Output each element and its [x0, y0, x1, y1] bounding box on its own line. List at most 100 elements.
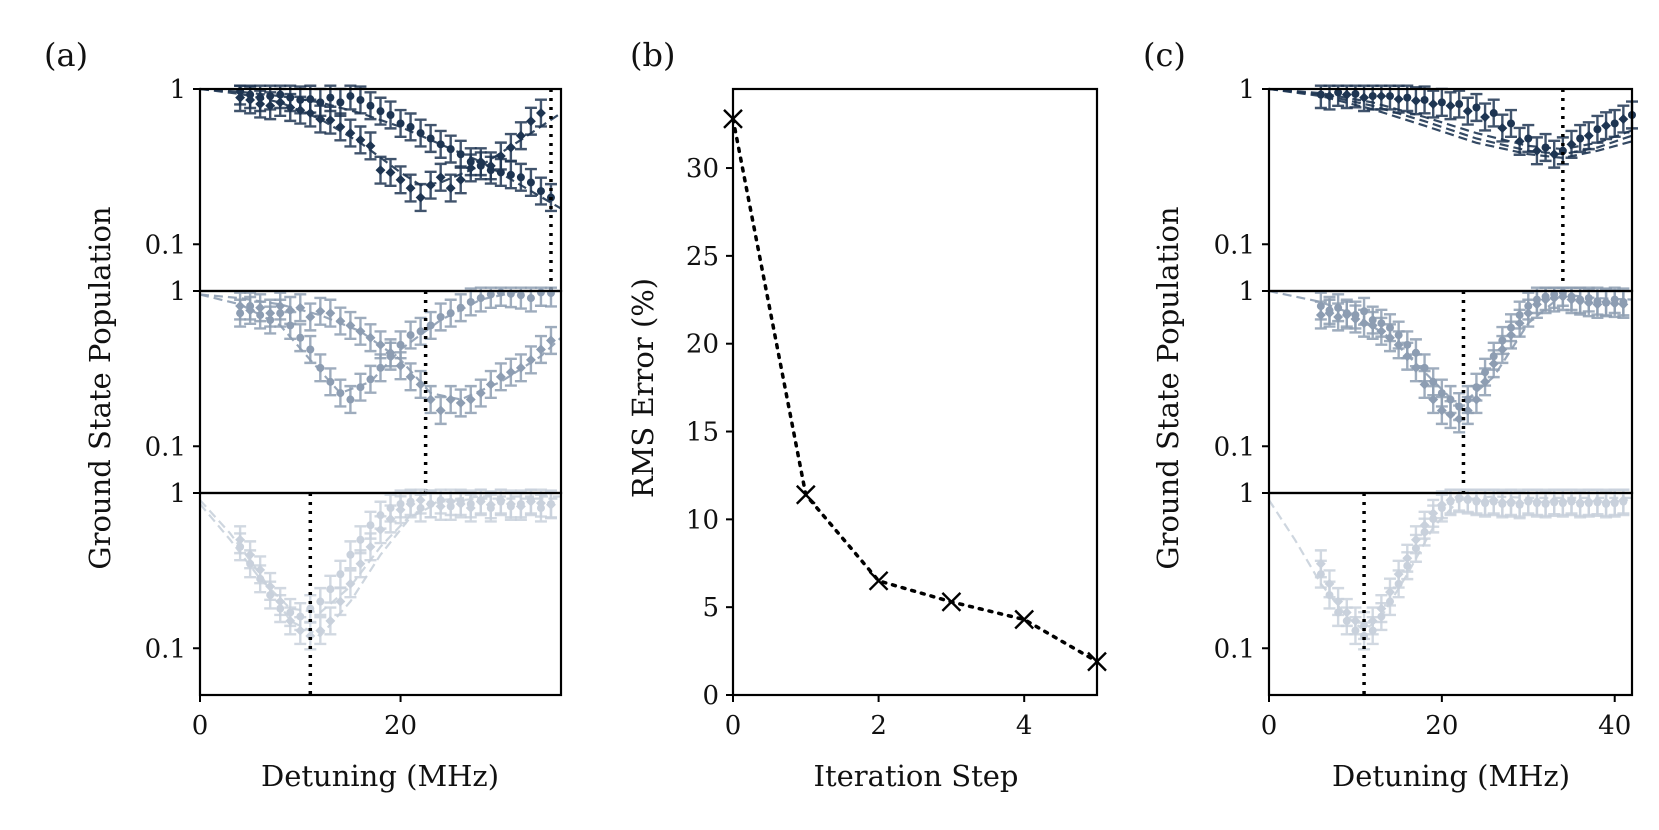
panel-a-data-point — [526, 178, 535, 187]
panel-a-data-point — [406, 331, 415, 340]
panel-c-x-tick-label: 0 — [1261, 711, 1278, 741]
panel-c-data-point — [1351, 89, 1360, 98]
panel-a-data-point — [525, 354, 536, 365]
panel-c-data-point — [1316, 90, 1325, 99]
panel-c-data-point — [1462, 405, 1473, 416]
panel-a-data-point — [325, 308, 336, 319]
panel-a-data-point — [426, 321, 435, 330]
panel-a-fit-curve — [199, 495, 561, 614]
panel-a-data-point — [336, 389, 345, 398]
panel-a-data-point — [316, 597, 325, 606]
panel-a-data-point — [415, 192, 426, 203]
panel-a-data-point — [345, 320, 356, 331]
panel-a-data-point — [376, 107, 385, 116]
panel-c-y-tick-label: 0.1 — [1214, 634, 1255, 664]
panel-c-data-point — [1420, 95, 1429, 104]
panel-a-data-point — [395, 504, 406, 515]
panel-a-data-point — [375, 524, 386, 535]
panel-a-data-point — [535, 108, 546, 119]
panel-c-data-point — [1549, 495, 1560, 506]
panel-a-data-point — [405, 499, 416, 509]
panel-c-data-point — [1410, 534, 1421, 545]
panel-a-data-point — [245, 305, 256, 316]
panel-c-subplot-3: 10.1 — [1214, 479, 1634, 697]
panel-a-ylabel: Ground State Population — [83, 206, 117, 569]
panel-a-data-point — [525, 496, 536, 507]
panel-a-xlabel: Detuning (MHz) — [261, 759, 499, 793]
panel-b-data-marker — [795, 484, 816, 505]
panel-c-data-point — [1386, 92, 1394, 101]
panel-a-data-point — [455, 174, 466, 185]
panel-c-x-tick-label: 40 — [1598, 711, 1631, 741]
panel-a-data-point — [245, 95, 256, 105]
panel-c-fit-curve — [1268, 87, 1633, 151]
panel-c-data-point — [1393, 339, 1404, 350]
panel-c-data-point — [1531, 145, 1542, 156]
panel-c-data-point — [1428, 508, 1439, 519]
panel-c-data-point — [1610, 119, 1619, 128]
panel-c-data-point — [1410, 362, 1421, 373]
panel-c-ylabel: Ground State Population — [1151, 206, 1185, 569]
panel-a-data-point — [285, 305, 296, 316]
panel-c-data-point — [1359, 620, 1370, 631]
panel-c-data-point — [1437, 98, 1446, 107]
panel-b-x-tick-label: 2 — [870, 711, 887, 741]
panel-c-data-point — [1566, 294, 1577, 305]
panel-a-data-point — [486, 290, 495, 299]
panel-c-data-point — [1557, 291, 1568, 302]
panel-a-data-point — [366, 101, 375, 110]
panel-b-ylabel: RMS Error (%) — [626, 278, 660, 498]
panel-c-data-point — [1618, 114, 1629, 125]
panel-c-data-point — [1489, 109, 1498, 118]
panel-b-x-tick-label: 4 — [1016, 711, 1033, 741]
panel-c-data-point — [1618, 495, 1629, 506]
panel-c-data-point — [1350, 314, 1361, 324]
panel-c-data-point — [1506, 330, 1516, 341]
panel-c-data-point — [1445, 495, 1456, 506]
panel-c-data-point — [1540, 497, 1551, 508]
panel-c-data-point — [1514, 318, 1525, 329]
panel-a-x-tick-label: 0 — [192, 711, 209, 741]
panel-c-data-point — [1523, 495, 1534, 506]
panel-a-data-point — [335, 596, 346, 607]
panel-c-data-point — [1488, 358, 1499, 369]
panel-a-data-point — [516, 173, 525, 182]
panel-a-data-point — [515, 362, 526, 373]
panel-c-data-point — [1592, 299, 1603, 310]
panel-a-data-point — [326, 93, 335, 102]
panel-a-plot: 10.110.110.10 20 — [145, 75, 563, 741]
panel-c-subplot-2: 10.1 — [1214, 277, 1634, 495]
panel-a-subplot-frame — [198, 289, 563, 495]
panel-a-data-point — [416, 327, 425, 336]
panel-c-data-point — [1368, 92, 1377, 101]
panel-label-c: (c) — [1143, 36, 1186, 74]
panel-c-data-point — [1531, 299, 1542, 310]
panel-c-data-point — [1410, 95, 1421, 106]
panel-a-data-point — [356, 383, 365, 392]
panel-c-data-point — [1428, 99, 1439, 109]
panel-a-data-point — [456, 150, 465, 159]
panel-a-data-point — [265, 308, 276, 319]
panel-a-data-point — [355, 558, 366, 569]
panel-a-data-point — [255, 564, 266, 575]
panel-c-data-point — [1480, 376, 1491, 387]
panel-a-data-point — [356, 95, 365, 104]
panel-c-data-point — [1436, 499, 1447, 510]
panel-b-series-line — [731, 117, 1099, 664]
panel-b-y-tick-label: 15 — [686, 418, 719, 448]
panel-a-data-point — [505, 367, 516, 378]
panel-c-data-point — [1367, 615, 1378, 626]
panel-c-data-point — [1472, 103, 1481, 112]
panel-a-data-point — [326, 377, 335, 386]
panel-c-data-point — [1576, 134, 1585, 143]
panel-c-data-point — [1376, 326, 1387, 337]
panel-a-data-point — [295, 625, 306, 636]
panel-a-data-point — [535, 498, 546, 509]
panel-a-data-point — [475, 496, 486, 507]
panel-a-y-tick-label: 0.1 — [145, 230, 186, 260]
panel-b-data-marker — [941, 592, 962, 612]
panel-c-data-point — [1359, 92, 1370, 103]
panel-c-data-point — [1376, 91, 1387, 102]
panel-a-data-point — [435, 501, 446, 512]
